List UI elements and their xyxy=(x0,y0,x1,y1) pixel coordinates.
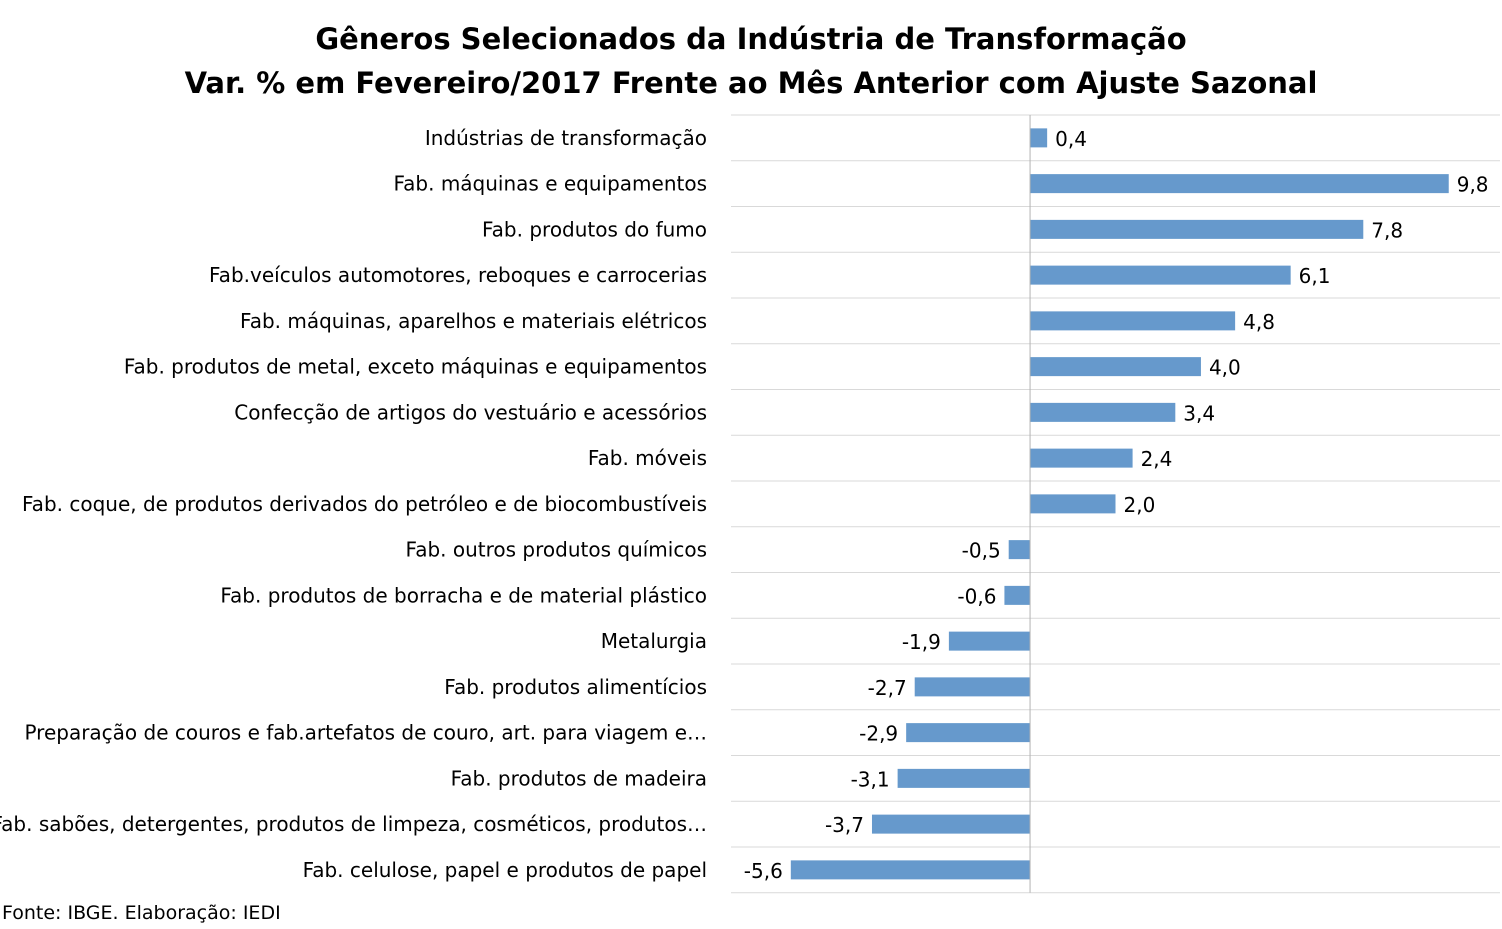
category-label: Fab. móveis xyxy=(588,446,707,470)
data-label: -1,9 xyxy=(902,630,941,654)
category-label: Fab. máquinas, aparelhos e materiais elé… xyxy=(240,309,707,333)
chart-subtitle: Var. % em Fevereiro/2017 Frente ao Mês A… xyxy=(184,66,1318,100)
category-label: Fab. celulose, papel e produtos de papel xyxy=(303,858,707,882)
bar xyxy=(1030,174,1449,194)
data-label: -0,6 xyxy=(957,584,996,608)
bar xyxy=(897,768,1031,788)
category-label: Fab. outros produtos químicos xyxy=(406,538,707,562)
bar xyxy=(1030,311,1236,331)
bar xyxy=(1008,540,1031,560)
data-label: -2,9 xyxy=(859,722,898,746)
category-label: Fab. produtos de metal, exceto máquinas … xyxy=(124,355,707,379)
data-label: -2,7 xyxy=(868,676,907,700)
data-label: 7,8 xyxy=(1371,218,1403,242)
category-label: Confecção de artigos do vestuário e aces… xyxy=(234,400,707,424)
data-label: 4,8 xyxy=(1243,310,1275,334)
data-label: 4,0 xyxy=(1209,356,1241,380)
data-label: 2,4 xyxy=(1141,447,1173,471)
bar xyxy=(914,677,1031,697)
category-label: Fab. produtos alimentícios xyxy=(444,675,707,699)
bar xyxy=(1030,128,1048,148)
category-label: Preparação de couros e fab.artefatos de … xyxy=(24,721,707,745)
source-note: Fonte: IBGE. Elaboração: IEDI xyxy=(2,902,281,924)
data-label: 3,4 xyxy=(1183,401,1215,425)
category-label: Fab. produtos de madeira xyxy=(451,766,707,790)
category-label: Fab. sabões, detergentes, produtos de li… xyxy=(0,812,707,836)
category-label: Fab. máquinas e equipamentos xyxy=(393,172,707,196)
data-label: 0,4 xyxy=(1055,127,1087,151)
data-label: 6,1 xyxy=(1299,264,1331,288)
chart-title: Gêneros Selecionados da Indústria de Tra… xyxy=(315,22,1187,56)
data-label: -3,1 xyxy=(851,767,890,791)
bar xyxy=(1030,357,1201,377)
bar xyxy=(1030,219,1364,239)
bar xyxy=(1030,494,1116,514)
bar xyxy=(1004,585,1031,605)
bar xyxy=(1030,448,1133,468)
bar xyxy=(948,631,1031,651)
category-label: Fab. coque, de produtos derivados do pet… xyxy=(22,492,707,516)
bar xyxy=(1030,402,1176,422)
category-label: Fab.veículos automotores, reboques e car… xyxy=(209,263,707,287)
data-label: -3,7 xyxy=(825,813,864,837)
category-label: Metalurgia xyxy=(601,629,707,653)
category-label: Indústrias de transformação xyxy=(425,126,707,150)
bar xyxy=(1030,265,1291,285)
bar xyxy=(871,814,1031,834)
bar xyxy=(906,723,1031,743)
category-label: Fab. produtos do fumo xyxy=(482,217,707,241)
data-label: 2,0 xyxy=(1124,493,1156,517)
category-label: Fab. produtos de borracha e de material … xyxy=(220,583,707,607)
data-label: 9,8 xyxy=(1457,173,1489,197)
bar xyxy=(790,860,1031,880)
data-label: -5,6 xyxy=(744,859,783,883)
data-label: -0,5 xyxy=(962,539,1001,563)
